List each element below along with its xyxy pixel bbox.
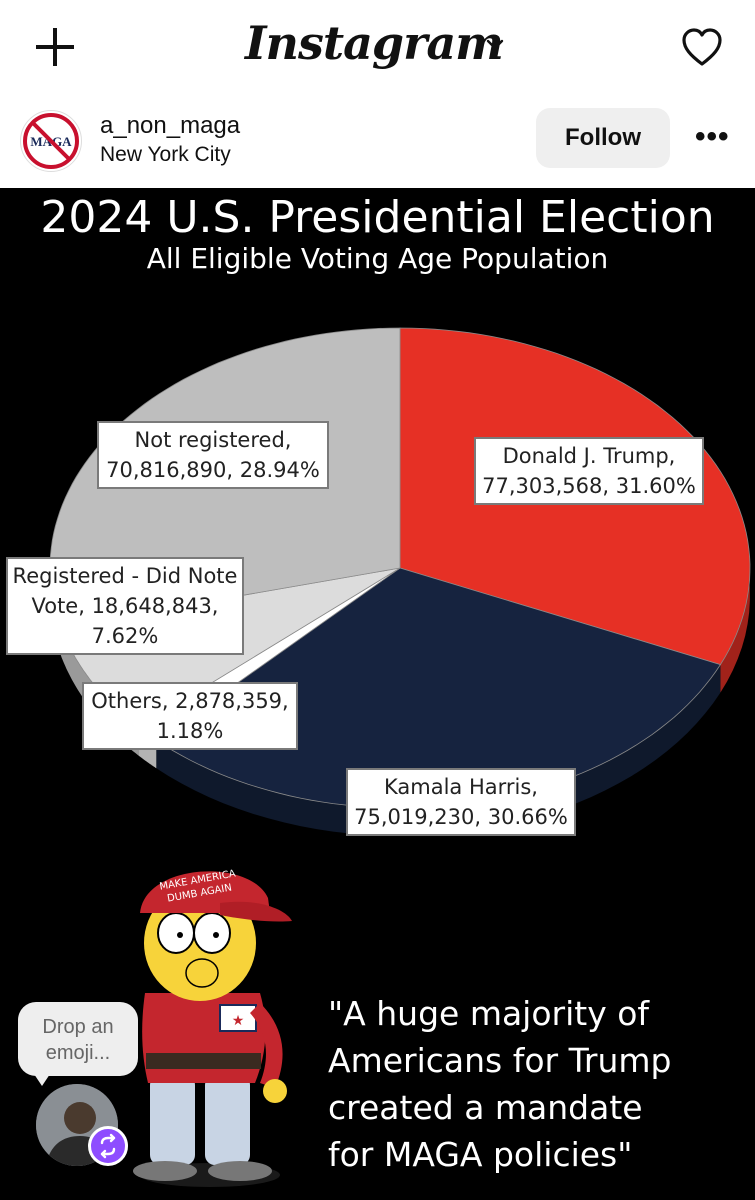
chevron-down-icon[interactable] bbox=[484, 38, 506, 52]
data-label-trump: Donald J. Trump, 77,303,568, 31.60% bbox=[474, 437, 704, 505]
no-maga-icon: MAGA bbox=[23, 113, 79, 169]
data-label-harris: Kamala Harris, 75,019,230, 30.66% bbox=[346, 768, 576, 836]
app-logo[interactable]: Instagram bbox=[245, 16, 504, 70]
cartoon-character: ★ MAKE AMERICA DUMB AGAIN bbox=[133, 868, 292, 1187]
quote-line: created a mandate bbox=[328, 1088, 643, 1127]
label-line: 7.62% bbox=[91, 624, 159, 648]
svg-text:★: ★ bbox=[232, 1013, 245, 1029]
label-line: 77,303,568, 31.60% bbox=[482, 474, 696, 498]
label-line: Registered - Did Note bbox=[12, 564, 238, 588]
data-label-others: Others, 2,878,359, 1.18% bbox=[82, 682, 298, 750]
quote-line: "A huge majority of bbox=[328, 994, 650, 1033]
repost-icon[interactable] bbox=[88, 1126, 128, 1166]
data-label-not-registered: Not registered, 70,816,890, 28.94% bbox=[97, 421, 329, 489]
plus-icon[interactable] bbox=[32, 24, 78, 70]
chart-subtitle: All Eligible Voting Age Population bbox=[146, 242, 609, 275]
avatar[interactable]: MAGA bbox=[20, 110, 82, 172]
username[interactable]: a_non_maga bbox=[100, 112, 241, 139]
label-line: 75,019,230, 30.66% bbox=[354, 805, 568, 829]
bubble-line: Drop an bbox=[42, 1016, 114, 1038]
label-line: Kamala Harris, bbox=[384, 775, 538, 799]
data-label-registered: Registered - Did Note Vote, 18,648,843, … bbox=[6, 557, 244, 655]
bubble-tail bbox=[30, 1068, 54, 1086]
label-line: 70,816,890, 28.94% bbox=[106, 458, 320, 482]
bubble-line: emoji... bbox=[45, 1042, 111, 1064]
chart-title: 2024 U.S. Presidential Election bbox=[40, 192, 715, 243]
label-line: Donald J. Trump, bbox=[502, 444, 676, 468]
top-bar: Instagram bbox=[0, 0, 755, 96]
pie-slice-side-1 bbox=[156, 664, 721, 836]
viewer-avatar[interactable] bbox=[36, 1084, 118, 1166]
quote-line: for MAGA policies" bbox=[328, 1135, 633, 1174]
quote-line: Americans for Trump bbox=[328, 1041, 672, 1080]
heart-icon[interactable] bbox=[680, 26, 724, 68]
follow-button[interactable]: Follow bbox=[536, 108, 670, 168]
quote-text: "A huge majority of Americans for Trump … bbox=[328, 990, 748, 1178]
label-line: Vote, 18,648,843, bbox=[31, 594, 219, 618]
label-line: Not registered, bbox=[134, 428, 292, 452]
label-line: 1.18% bbox=[156, 719, 224, 743]
drop-emoji-bubble[interactable]: Drop an emoji... bbox=[18, 1002, 138, 1076]
person-icon bbox=[36, 1084, 118, 1166]
location[interactable]: New York City bbox=[100, 143, 231, 166]
more-options-icon[interactable]: ••• bbox=[695, 120, 730, 153]
label-line: Others, 2,878,359, bbox=[91, 689, 289, 713]
